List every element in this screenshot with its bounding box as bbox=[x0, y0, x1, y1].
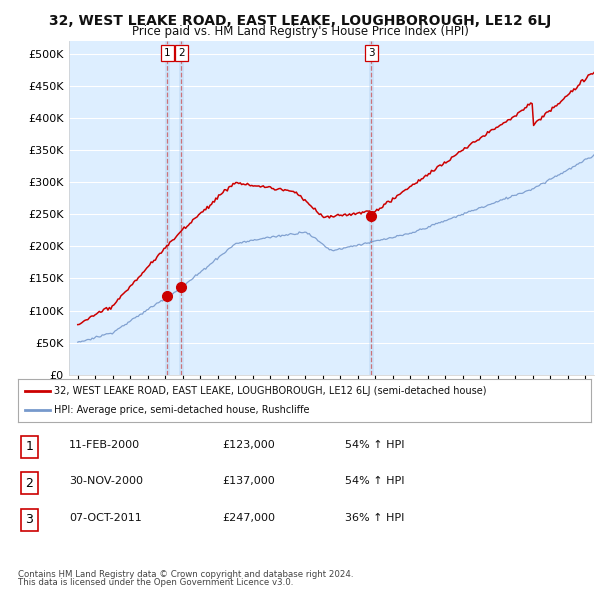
Text: 32, WEST LEAKE ROAD, EAST LEAKE, LOUGHBOROUGH, LE12 6LJ: 32, WEST LEAKE ROAD, EAST LEAKE, LOUGHBO… bbox=[49, 14, 551, 28]
Text: £123,000: £123,000 bbox=[222, 440, 275, 450]
Text: HPI: Average price, semi-detached house, Rushcliffe: HPI: Average price, semi-detached house,… bbox=[53, 405, 309, 415]
Text: Contains HM Land Registry data © Crown copyright and database right 2024.: Contains HM Land Registry data © Crown c… bbox=[18, 571, 353, 579]
Text: 54% ↑ HPI: 54% ↑ HPI bbox=[345, 440, 404, 450]
Text: 1: 1 bbox=[164, 48, 170, 58]
Text: 3: 3 bbox=[25, 513, 34, 526]
Text: 3: 3 bbox=[368, 48, 374, 58]
Text: 30-NOV-2000: 30-NOV-2000 bbox=[69, 477, 143, 486]
Text: This data is licensed under the Open Government Licence v3.0.: This data is licensed under the Open Gov… bbox=[18, 578, 293, 587]
Text: £137,000: £137,000 bbox=[222, 477, 275, 486]
Bar bbox=[368, 41, 374, 375]
Text: 2: 2 bbox=[25, 477, 34, 490]
Bar bbox=[165, 41, 170, 375]
Text: 1: 1 bbox=[25, 440, 34, 453]
Text: 32, WEST LEAKE ROAD, EAST LEAKE, LOUGHBOROUGH, LE12 6LJ (semi-detached house): 32, WEST LEAKE ROAD, EAST LEAKE, LOUGHBO… bbox=[53, 386, 486, 396]
Text: 11-FEB-2000: 11-FEB-2000 bbox=[69, 440, 140, 450]
Text: 54% ↑ HPI: 54% ↑ HPI bbox=[345, 477, 404, 486]
Text: 07-OCT-2011: 07-OCT-2011 bbox=[69, 513, 142, 523]
Text: Price paid vs. HM Land Registry's House Price Index (HPI): Price paid vs. HM Land Registry's House … bbox=[131, 25, 469, 38]
Text: 36% ↑ HPI: 36% ↑ HPI bbox=[345, 513, 404, 523]
Bar bbox=[179, 41, 184, 375]
Text: £247,000: £247,000 bbox=[222, 513, 275, 523]
Text: 2: 2 bbox=[178, 48, 185, 58]
